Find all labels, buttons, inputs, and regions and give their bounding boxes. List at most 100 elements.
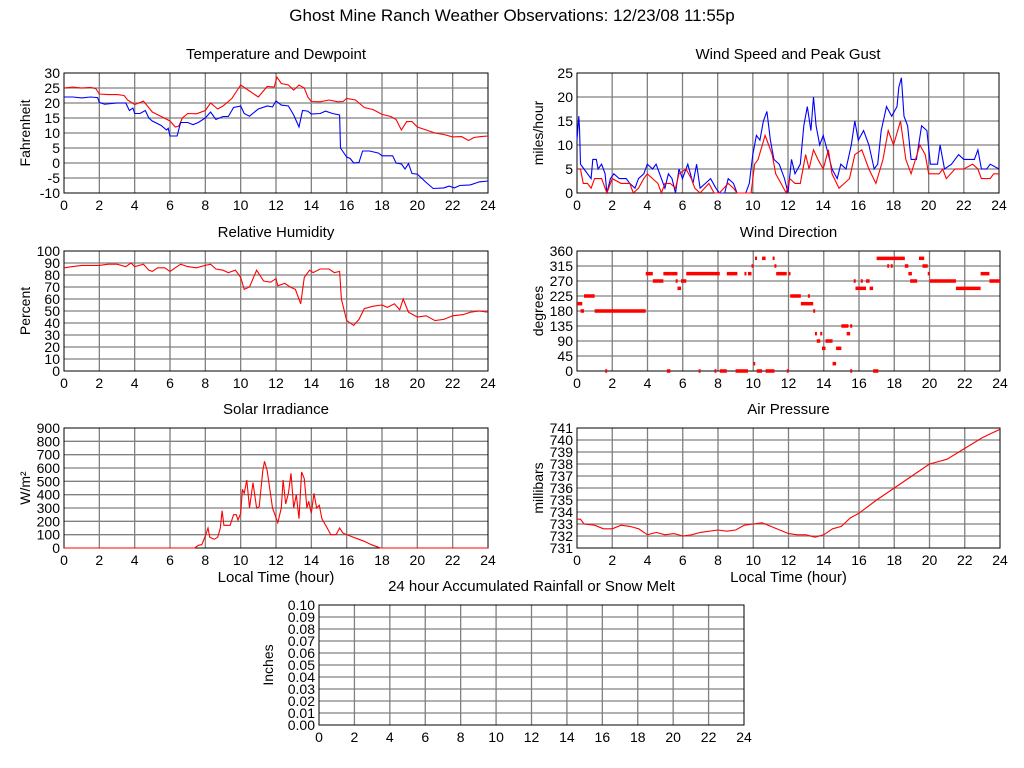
series-line-temperature: [63, 75, 489, 142]
x-tick-label: 24: [736, 729, 752, 745]
y-tick-label: 70: [44, 279, 60, 295]
x-tick-label: 20: [665, 729, 681, 745]
y-tick-label: 0: [52, 540, 60, 556]
y-axis-label: W/m²: [17, 471, 33, 505]
x-tick-label: 6: [679, 375, 687, 391]
y-tick-label: 225: [550, 288, 574, 304]
x-tick-label: 8: [714, 197, 722, 213]
y-tick-label: 736: [550, 480, 574, 496]
x-tick-label: 16: [339, 197, 355, 213]
x-tick-label: 24: [480, 375, 496, 391]
x-tick-label: 14: [816, 375, 832, 391]
x-tick-label: 0: [315, 729, 323, 745]
x-tick-label: 18: [374, 375, 390, 391]
y-tick-label: -10: [40, 185, 60, 201]
x-tick-label: 24: [992, 552, 1008, 568]
x-tick-label: 18: [374, 197, 390, 213]
y-tick-label: 200: [37, 513, 61, 529]
chart-rainfall: 24 hour Accumulated Rainfall or Snow Mel…: [260, 578, 752, 745]
x-tick-label: 0: [573, 375, 581, 391]
x-tick-label: 8: [201, 197, 209, 213]
chart-title: Wind Speed and Peak Gust: [695, 46, 881, 63]
x-tick-label: 6: [421, 729, 429, 745]
y-tick-label: 15: [44, 110, 60, 126]
x-tick-label: 10: [745, 375, 761, 391]
x-tick-label: 18: [886, 375, 902, 391]
y-axis-label: millibars: [530, 462, 546, 513]
x-tick-label: 8: [201, 375, 209, 391]
x-tick-label: 6: [166, 375, 174, 391]
x-tick-label: 14: [304, 375, 320, 391]
y-tick-label: 90: [557, 333, 573, 349]
y-tick-label: 731: [550, 540, 574, 556]
x-tick-label: 2: [608, 552, 616, 568]
y-tick-label: 900: [37, 420, 61, 436]
x-tick-label: 10: [233, 552, 249, 568]
y-tick-label: 20: [44, 339, 60, 355]
x-tick-label: 12: [524, 729, 540, 745]
y-tick-label: 0.08: [288, 621, 315, 637]
series-line-solar-irradiance: [64, 461, 488, 549]
x-axis-label: Local Time (hour): [730, 569, 847, 586]
x-tick-label: 0: [573, 552, 581, 568]
x-tick-label: 10: [233, 197, 249, 213]
series-line-air-pressure: [577, 428, 1001, 538]
y-tick-label: 600: [37, 460, 61, 476]
y-tick-label: 20: [44, 95, 60, 111]
y-tick-label: 90: [44, 255, 60, 271]
y-tick-label: 0: [565, 185, 573, 201]
x-tick-label: 24: [480, 552, 496, 568]
x-tick-label: 24: [480, 197, 496, 213]
chart-title: Solar Irradiance: [223, 401, 329, 418]
y-tick-label: 50: [44, 303, 60, 319]
x-tick-label: 22: [445, 197, 461, 213]
y-tick-label: 800: [37, 433, 61, 449]
y-tick-label: 741: [550, 420, 574, 436]
x-tick-label: 8: [457, 729, 465, 745]
x-tick-label: 8: [714, 552, 722, 568]
y-tick-label: 0.10: [288, 597, 315, 613]
y-tick-label: 100: [37, 527, 61, 543]
x-tick-label: 20: [922, 552, 938, 568]
x-tick-label: 14: [815, 197, 831, 213]
x-tick-label: 18: [886, 197, 902, 213]
chart-title: Air Pressure: [747, 401, 830, 418]
plot-frame: [63, 72, 489, 194]
x-tick-label: 18: [630, 729, 646, 745]
x-tick-label: 22: [701, 729, 717, 745]
y-tick-label: 0: [52, 155, 60, 171]
y-tick-label: 733: [550, 516, 574, 532]
x-tick-label: 6: [166, 552, 174, 568]
y-tick-label: 734: [550, 504, 574, 520]
y-tick-label: 0.07: [288, 633, 315, 649]
y-tick-label: 270: [550, 273, 574, 289]
y-axis-label: degrees: [530, 286, 546, 337]
x-tick-label: 6: [166, 197, 174, 213]
x-tick-label: 12: [780, 197, 796, 213]
x-tick-label: 6: [679, 197, 687, 213]
x-tick-label: 8: [714, 375, 722, 391]
y-tick-label: 0: [565, 363, 573, 379]
y-tick-label: 5: [52, 140, 60, 156]
x-tick-label: 20: [922, 375, 938, 391]
x-tick-label: 4: [131, 197, 139, 213]
x-tick-label: 4: [131, 552, 139, 568]
y-tick-label: 20: [557, 89, 573, 105]
y-tick-label: 0.06: [288, 645, 315, 661]
x-tick-label: 20: [921, 197, 937, 213]
y-tick-label: 732: [550, 528, 574, 544]
plot-frame: [63, 427, 489, 549]
chart-title: Wind Direction: [740, 224, 838, 241]
page-title: Ghost Mine Ranch Weather Observations: 1…: [289, 6, 735, 25]
series-line-relative-humidity: [63, 262, 489, 327]
x-tick-label: 22: [445, 552, 461, 568]
y-tick-label: 739: [550, 444, 574, 460]
y-tick-label: 10: [44, 351, 60, 367]
series-line-wind-speed: [577, 120, 999, 195]
x-tick-label: 16: [339, 552, 355, 568]
